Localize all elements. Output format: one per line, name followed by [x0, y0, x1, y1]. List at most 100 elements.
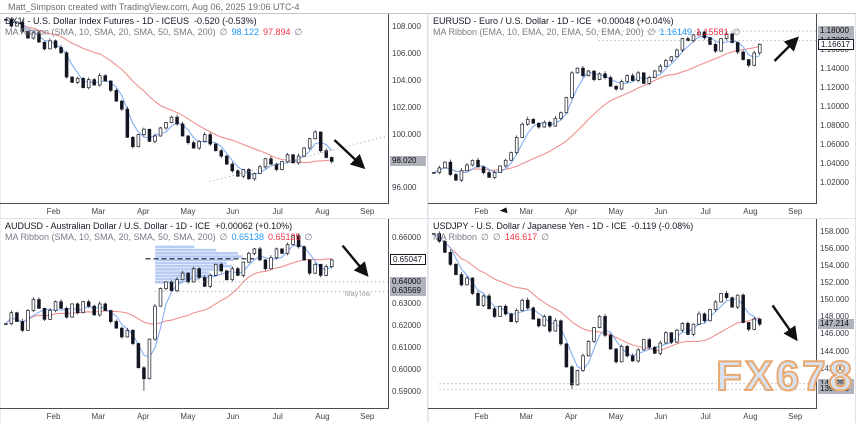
chart-annotation-text: May low: [345, 291, 372, 298]
time-axis[interactable]: Feb Mar Apr May Jun Jul Aug Sep: [0, 203, 388, 219]
last-price-label: 147.214: [818, 319, 854, 330]
time-axis-label: Feb: [46, 412, 61, 421]
chart-panel-audusd: May low 0.66000 0.63000 0.62000 0.61000 0.60…: [0, 219, 428, 423]
change-value: +0.00048 (+0.04%): [596, 16, 674, 26]
chart-grid: 108.000 106.000 104.000 102.000 100.000 96.00…: [0, 13, 856, 423]
indicator-values: ∅ ∅ 146.617 ∅: [477, 232, 549, 242]
chart-panel-usdjpy: 158.000 156.000 154.000 152.000 150.000 148.0…: [428, 219, 856, 423]
price-axis-label: 1.10000: [820, 102, 849, 112]
price-axis-label: 0.60000: [392, 364, 421, 374]
price-chart-canvas[interactable]: [0, 14, 388, 203]
symbol-title[interactable]: USDJPY - U.S. Dollar / Japanese Yen - 1D…: [433, 221, 627, 231]
time-axis-label: Mar: [519, 412, 534, 421]
price-axis-label: 144.000: [820, 346, 849, 356]
chart-legend: USDJPY - U.S. Dollar / Japanese Yen - 1D…: [433, 221, 693, 243]
price-axis-label: 0.62000: [392, 320, 421, 330]
time-axis-label: Feb: [474, 207, 489, 216]
price-axis-label: 0.61000: [392, 342, 421, 352]
price-axis-label: 96.000: [392, 183, 417, 193]
price-axis-label: 0.66000: [392, 232, 421, 242]
price-axis[interactable]: 158.000 156.000 154.000 152.000 150.000 148.0…: [816, 219, 856, 409]
time-axis[interactable]: Feb Mar Apr May Jun Jul Aug Sep: [428, 203, 816, 219]
time-axis-label: Aug: [315, 412, 330, 421]
price-axis-label: 148.000: [820, 312, 849, 322]
time-axis-label: Feb: [46, 207, 61, 216]
time-axis-label: May: [180, 207, 196, 216]
indicator-value: 1.16149: [659, 27, 692, 37]
indicator-value: 1.15581: [695, 27, 729, 37]
time-axis-label: Jul: [700, 412, 711, 421]
price-axis-label: 1.14000: [820, 64, 849, 74]
last-price-label: 1.16617: [818, 39, 854, 51]
time-axis-label: Mar: [91, 412, 106, 421]
time-axis-label: Jul: [272, 412, 283, 421]
price-level-label: 139.583: [818, 384, 854, 395]
indicator-values: ∅ 0.65138 0.65125 ∅: [216, 232, 313, 242]
time-axis-label: Jul: [700, 207, 711, 216]
last-price-label: 0.65047: [390, 253, 426, 265]
chart-legend: EURUSD - Euro / U.S. Dollar - 1D - ICE +0…: [433, 16, 740, 38]
price-axis-label: 1.04000: [820, 159, 849, 169]
price-level-label: 0.64000: [390, 276, 426, 287]
attribution-text: Matt_Simpson created with TradingView.co…: [8, 2, 300, 12]
time-axis-label: Sep: [360, 207, 375, 216]
price-axis-label: 152.000: [820, 278, 849, 288]
price-axis-label: 1.12000: [820, 83, 849, 93]
price-chart-canvas[interactable]: [428, 14, 816, 203]
indicator-label[interactable]: MA Ribbon (SMA, 10, SMA, 20, SMA, 50, SM…: [5, 232, 216, 242]
price-level-label: 140.255: [818, 378, 854, 389]
chart-legend: DX1! - U.S. Dollar Index Futures - 1D - …: [5, 16, 302, 38]
attribution-header: Matt_Simpson created with TradingView.co…: [0, 0, 856, 13]
time-axis-label: Sep: [788, 207, 803, 216]
time-axis-label: Jun: [654, 412, 668, 421]
time-axis-label: May: [608, 412, 624, 421]
time-axis-label: Sep: [788, 412, 803, 421]
indicator-label[interactable]: MA Ribbon (EMA, 10, EMA, 20, EMA, 50, EM…: [433, 27, 644, 37]
indicator-values: ∅ 1.16149 1.15581 ∅: [644, 27, 741, 37]
indicator-value: ∅: [647, 27, 656, 37]
time-axis-label: Jun: [654, 207, 668, 216]
price-axis[interactable]: 0.66000 0.63000 0.62000 0.61000 0.60000 0.590…: [388, 219, 428, 409]
indicator-value: 146.617: [504, 232, 538, 242]
chart-legend: AUDUSD - Australian Dollar / U.S. Dollar…: [5, 221, 312, 243]
change-value: -0.520 (-0.53%): [194, 16, 257, 26]
time-axis-label: Apr: [136, 412, 150, 421]
time-axis-label: Apr: [564, 207, 578, 216]
price-axis-label: 108.000: [392, 22, 421, 32]
time-axis[interactable]: Feb Mar Apr May Jun Jul Aug Sep: [428, 408, 816, 423]
time-axis-label: Aug: [315, 207, 330, 216]
price-level-label: 0.63569: [390, 286, 426, 297]
indicator-value: ∅: [541, 232, 550, 242]
price-chart-canvas[interactable]: May low: [0, 219, 388, 408]
price-axis-label: 0.59000: [392, 386, 421, 396]
symbol-title[interactable]: AUDUSD - Australian Dollar / U.S. Dollar…: [5, 221, 211, 231]
indicator-values: ∅ 98.122 97.894 ∅: [216, 27, 303, 37]
time-axis-label: Feb: [474, 412, 489, 421]
indicator-value: 0.65138: [231, 232, 264, 242]
time-axis-label: Sep: [360, 412, 375, 421]
price-axis[interactable]: 108.000 106.000 104.000 102.000 100.000 96.00…: [388, 14, 428, 204]
time-axis-label: May: [180, 412, 196, 421]
indicator-value: ∅: [219, 232, 228, 242]
price-axis-label: 142.000: [820, 363, 849, 373]
price-axis[interactable]: 1.160001.140001.120001.100001.080001.060…: [816, 14, 856, 204]
price-axis-label: 0.63000: [392, 298, 421, 308]
indicator-value: ∅: [219, 27, 228, 37]
price-level-label: 1.18000: [818, 26, 854, 37]
indicator-label[interactable]: MA Ribbon (SMA, 10, SMA, 20, SMA, 50, SM…: [5, 27, 216, 37]
price-axis-label: 104.000: [392, 76, 421, 86]
symbol-title[interactable]: DX1! - U.S. Dollar Index Futures - 1D - …: [5, 16, 190, 26]
price-axis-label: 1.06000: [820, 140, 849, 150]
time-axis-label: Aug: [743, 412, 758, 421]
indicator-label[interactable]: MA Ribbon: [433, 232, 478, 242]
price-axis-label: 106.000: [392, 49, 421, 59]
time-axis-label: May: [608, 207, 624, 216]
price-chart-canvas[interactable]: [428, 219, 816, 408]
price-axis-label: 146.000: [820, 329, 849, 339]
time-axis[interactable]: Feb Mar Apr May Jun Jul Aug Sep: [0, 408, 388, 423]
price-axis-label: 102.000: [392, 102, 421, 112]
symbol-title[interactable]: EURUSD - Euro / U.S. Dollar - 1D - ICE: [433, 16, 592, 26]
time-axis-label: Mar: [519, 207, 534, 216]
price-axis-label: 154.000: [820, 261, 849, 271]
